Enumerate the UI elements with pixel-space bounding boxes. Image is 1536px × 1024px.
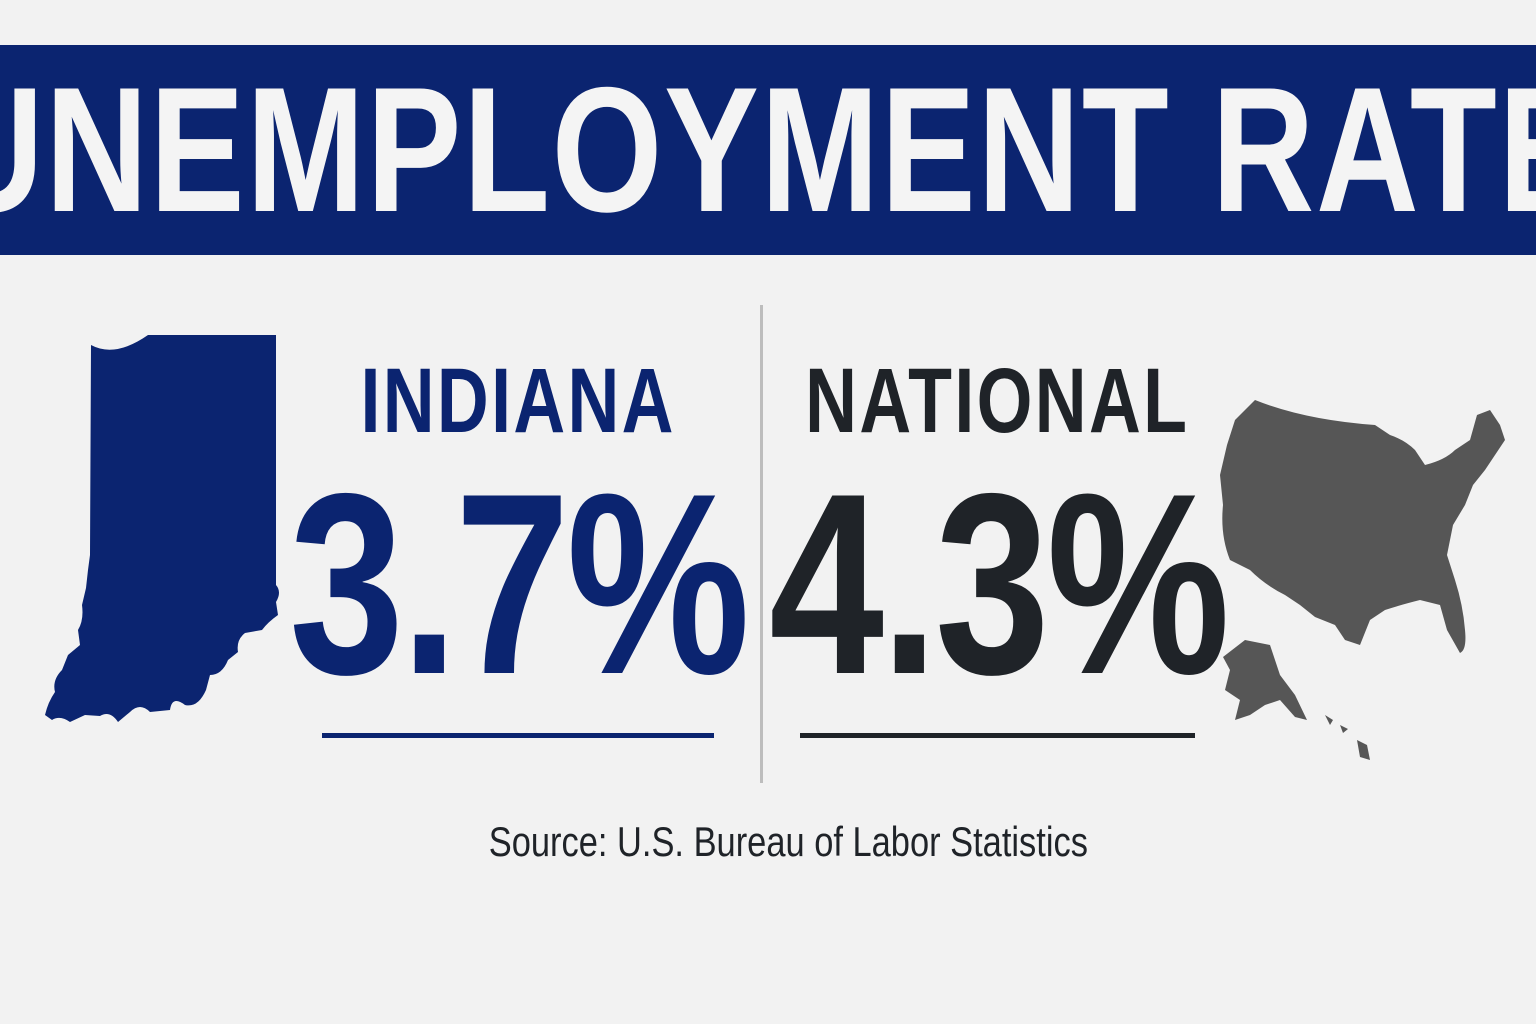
national-underline [800, 733, 1195, 738]
national-value: 4.3% [769, 439, 1230, 728]
title: UNEMPLOYMENT RATE [0, 45, 1536, 255]
us-map-icon [1220, 400, 1505, 760]
title-text: UNEMPLOYMENT RATE [0, 50, 1536, 249]
indiana-label: INDIANA [360, 350, 676, 452]
source-note: Source: U.S. Bureau of Labor Statistics [488, 818, 1088, 865]
indiana-state-map-icon [45, 335, 279, 722]
divider [760, 305, 763, 783]
indiana-underline [322, 733, 714, 738]
indiana-value: 3.7% [289, 439, 750, 728]
national-label: NATIONAL [805, 350, 1190, 452]
title-banner [0, 45, 1536, 255]
